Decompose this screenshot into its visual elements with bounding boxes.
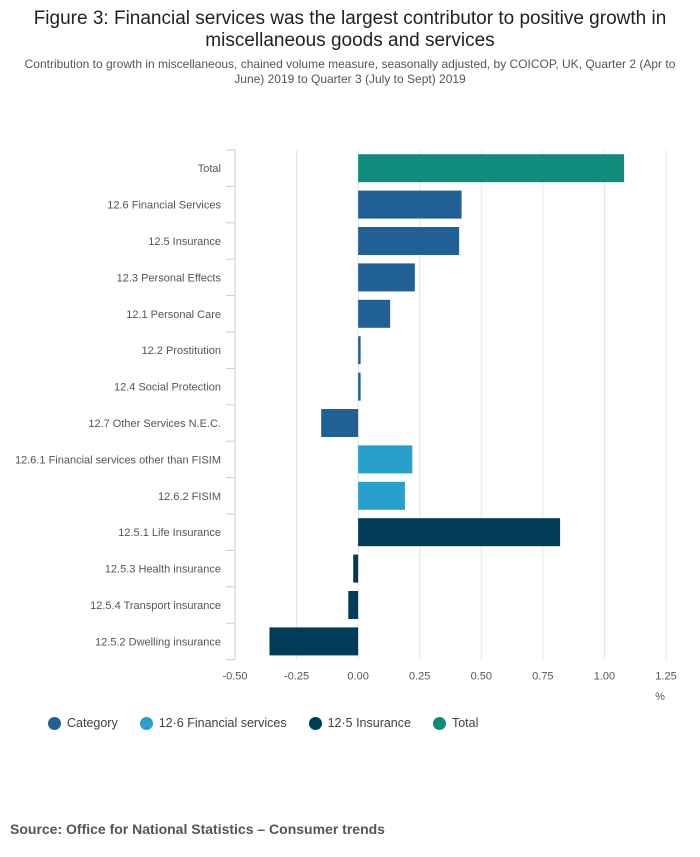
- bar[interactable]: [358, 227, 460, 255]
- legend-swatch: [139, 716, 153, 730]
- x-axis: -0.50 -0.25 0.00 0.25 0.50 0.75 1.00 1.25: [222, 671, 676, 683]
- x-tick-label: -0.50: [222, 671, 247, 683]
- y-tick-label: 12.5.3 Health insurance: [105, 564, 221, 576]
- y-tick-label: 12.5 Insurance: [148, 236, 221, 248]
- chart-subtitle: Contribution to growth in miscellaneous,…: [24, 57, 676, 86]
- bar[interactable]: [358, 336, 361, 365]
- legend-item[interactable]: Category: [48, 716, 118, 730]
- legend-item[interactable]: 12·6 Financial services: [139, 716, 287, 730]
- bar[interactable]: [358, 518, 561, 547]
- legend-swatch: [432, 716, 446, 730]
- bar[interactable]: [358, 190, 462, 219]
- x-tick-label: 0.25: [409, 671, 430, 683]
- source-note: Source: Office for National Statistics –…: [10, 821, 385, 837]
- bar[interactable]: [321, 409, 359, 437]
- x-tick-label: 1.00: [594, 671, 615, 683]
- y-tick-label: 12.5.4 Transport insurance: [90, 600, 221, 612]
- bar[interactable]: [358, 263, 415, 292]
- y-tick-label: 12.7 Other Services N.E.C.: [88, 418, 221, 430]
- x-axis-label: %: [655, 691, 665, 703]
- legend-item[interactable]: Total: [432, 716, 479, 730]
- bar[interactable]: [358, 299, 391, 328]
- y-tick-label: 12.1 Personal Care: [126, 309, 221, 321]
- bar[interactable]: [358, 154, 625, 183]
- legend-label: 12·6 Financial services: [158, 716, 287, 730]
- x-tick-label: 1.25: [655, 671, 676, 683]
- bar[interactable]: [358, 445, 413, 474]
- x-tick-label: 0.00: [347, 671, 368, 683]
- legend: Category 12·6 Financial services 12·5 Insu…: [48, 716, 478, 730]
- y-tick-label: 12.2 Prostitution: [142, 345, 222, 357]
- y-tick-label: 12.6.1 Financial services other than FIS…: [15, 454, 221, 466]
- grid-lines: [234, 150, 667, 660]
- y-tick-label: 12.6.2 FISIM: [158, 491, 221, 503]
- y-tick-label: 12.5.2 Dwelling insurance: [95, 636, 221, 648]
- x-tick-label: -0.25: [284, 671, 309, 683]
- bar[interactable]: [348, 591, 359, 619]
- y-tick-label: 12.6 Financial Services: [107, 200, 221, 212]
- y-tick-label: 12.4 Social Protection: [114, 382, 221, 394]
- legend-label: Total: [451, 716, 479, 730]
- y-tick-label: 12.3 Personal Effects: [117, 272, 222, 284]
- bar[interactable]: [358, 481, 405, 510]
- y-tick-label: 12.5.1 Life Insurance: [118, 527, 221, 539]
- x-tick-label: 0.75: [532, 671, 553, 683]
- chart-title: Figure 3: Financial services was the lar…: [33, 8, 667, 51]
- bar-chart: Total 12.6 Financial Services 12.5 Insuran…: [15, 149, 677, 703]
- bar[interactable]: [353, 554, 359, 583]
- x-tick-label: 0.50: [471, 671, 492, 683]
- bars: [269, 154, 625, 656]
- legend-label: Category: [67, 716, 118, 730]
- y-axis: Total 12.6 Financial Services 12.5 Insuran…: [15, 149, 236, 661]
- legend-label: 12·5 Insurance: [327, 716, 411, 730]
- legend-item[interactable]: 12·5 Insurance: [308, 716, 411, 730]
- bar[interactable]: [269, 627, 359, 656]
- bar[interactable]: [358, 372, 361, 401]
- legend-swatch: [48, 716, 61, 730]
- legend-swatch: [308, 716, 322, 730]
- y-tick-label: Total: [198, 163, 221, 175]
